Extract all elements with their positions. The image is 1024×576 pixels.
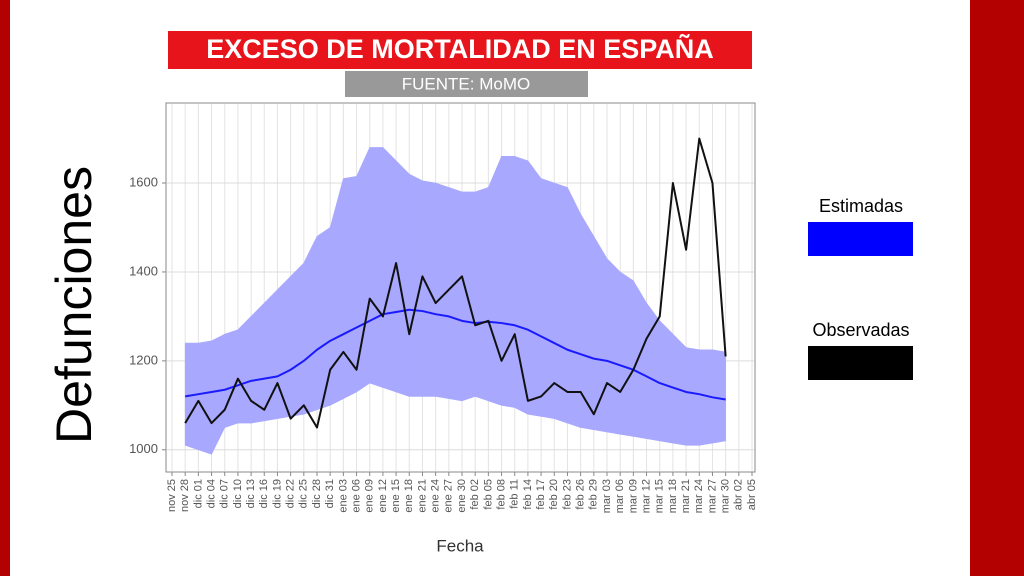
x-tick-label: feb 08 — [495, 479, 507, 510]
band — [198, 340, 212, 455]
band — [712, 349, 726, 444]
band — [633, 279, 647, 440]
x-tick-label: mar 24 — [693, 479, 705, 513]
x-tick-label: ene 12 — [377, 479, 389, 513]
x-tick-label: abr 02 — [733, 479, 745, 510]
x-tick-label: dic 10 — [232, 479, 244, 508]
y-tick-label: 1200 — [129, 352, 158, 367]
x-tick-label: feb 02 — [469, 479, 481, 510]
band — [606, 257, 621, 435]
band — [593, 235, 608, 433]
band — [527, 159, 542, 417]
x-tick-label: dic 28 — [311, 479, 323, 508]
x-tick-label: mar 18 — [667, 479, 679, 513]
x-tick-label: feb 17 — [535, 479, 547, 510]
band — [343, 176, 357, 400]
x-tick-label: dic 22 — [285, 479, 297, 508]
x-tick-label: dic 13 — [245, 479, 257, 508]
legend-swatch — [808, 222, 913, 256]
x-tick-label: feb 11 — [509, 479, 521, 509]
x-tick-label: mar 30 — [720, 479, 732, 513]
legend-label: Observadas — [812, 320, 909, 340]
frame-bar — [0, 0, 10, 576]
band — [224, 329, 239, 428]
band — [646, 302, 661, 442]
x-tick-label: mar 09 — [627, 479, 639, 513]
band — [488, 156, 502, 406]
band — [303, 236, 318, 415]
x-axis-label: Fecha — [436, 536, 484, 555]
x-tick-label: feb 20 — [548, 479, 560, 510]
x-tick-label: feb 23 — [561, 479, 573, 510]
x-tick-label: dic 07 — [219, 479, 231, 508]
y-axis-label: Defunciones — [46, 166, 102, 444]
chart-subtitle: FUENTE: MoMO — [402, 74, 530, 93]
x-tick-label: mar 06 — [614, 479, 626, 513]
x-tick-label: abr 05 — [746, 479, 758, 510]
band — [290, 262, 305, 417]
x-tick-label: ene 15 — [390, 479, 402, 513]
x-tick-label: ene 06 — [350, 479, 362, 513]
x-tick-label: feb 29 — [588, 479, 600, 510]
band — [685, 347, 700, 446]
band — [540, 178, 555, 420]
x-tick-label: dic 04 — [205, 479, 217, 508]
band — [580, 213, 595, 431]
x-tick-label: dic 19 — [271, 479, 283, 508]
band — [263, 288, 278, 422]
x-tick-label: dic 01 — [192, 479, 204, 508]
x-tick-label: dic 25 — [298, 479, 310, 508]
band — [277, 275, 291, 420]
band — [369, 147, 384, 388]
x-tick-label: feb 05 — [482, 479, 494, 510]
subtitle-box — [345, 71, 588, 97]
x-tick-label: nov 28 — [179, 479, 191, 512]
legend-label: Estimadas — [819, 196, 903, 216]
legend-swatch — [808, 346, 913, 380]
x-tick-label: mar 03 — [601, 479, 613, 513]
band — [461, 191, 476, 402]
band — [237, 315, 252, 424]
band — [474, 187, 489, 402]
x-tick-label: ene 24 — [430, 479, 442, 513]
title-box — [168, 31, 752, 69]
x-tick-label: mar 15 — [654, 479, 666, 513]
x-tick-label: ene 30 — [456, 479, 468, 513]
y-tick-label: 1600 — [129, 174, 158, 189]
x-tick-label: mar 12 — [640, 479, 652, 513]
x-tick-label: nov 25 — [166, 479, 178, 512]
x-tick-label: ene 03 — [337, 479, 349, 513]
x-tick-label: dic 16 — [258, 479, 270, 508]
band — [659, 320, 674, 444]
x-tick-label: mar 21 — [680, 479, 692, 513]
data-line — [185, 308, 726, 401]
frame-bar — [970, 0, 1024, 576]
band — [619, 271, 634, 437]
x-tick-label: mar 27 — [706, 479, 718, 513]
band — [514, 155, 529, 415]
band — [501, 156, 516, 408]
x-tick-label: dic 31 — [324, 479, 336, 508]
x-tick-label: feb 14 — [522, 479, 534, 510]
y-tick-label: 1400 — [129, 263, 158, 278]
x-tick-label: ene 09 — [364, 479, 376, 513]
chart-title: EXCESO DE MORTALIDAD EN ESPAÑA — [206, 33, 714, 64]
x-tick-label: ene 27 — [443, 479, 455, 513]
data-line — [184, 137, 727, 429]
band — [448, 187, 463, 402]
x-tick-label: feb 26 — [575, 479, 587, 510]
x-tick-label: ene 21 — [416, 479, 428, 513]
y-tick-label: 1000 — [129, 441, 158, 456]
x-tick-label: ene 18 — [403, 479, 415, 513]
